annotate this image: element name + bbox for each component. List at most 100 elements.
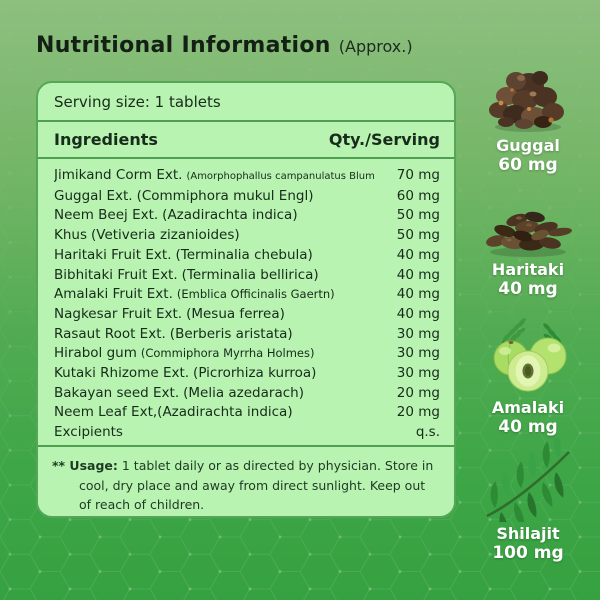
title-text: Nutritional Information [36, 33, 331, 58]
ingredient-qty-label: 40 mg [498, 279, 558, 299]
sidebar-item-guggal: Guggal 60 mg [478, 64, 578, 176]
ingredient-name: Jimikand Corm Ext. (Amorphophallus campan… [54, 166, 374, 187]
ingredient-name: Nagkesar Fruit Ext. (Mesua ferrea) [54, 305, 374, 325]
ingredient-name-text: Excipients [54, 424, 123, 441]
table-row: Bibhitaki Fruit Ext. (Terminalia belliric… [54, 266, 440, 286]
ingredient-name-text: Khus [54, 227, 87, 244]
ingredients-table: Jimikand Corm Ext. (Amorphophallus campan… [38, 159, 454, 447]
ingredient-name: Khus (Vetiveria zizanioides) [54, 226, 374, 246]
botanical-name-text: (Commiphora Myrrha Holmes) [140, 346, 315, 361]
amalaki-fruits-icon [493, 318, 567, 392]
title-approx-text: (Approx.) [338, 37, 413, 56]
botanical-name-text: (Emblica Officinalis Gaertn) [176, 287, 335, 302]
botanical-name-text: (Amorphophallus campanulatus Blume) [186, 171, 374, 182]
ingredient-name: Neem Beej Ext. (Azadirachta indica) [54, 206, 374, 226]
table-row: Neem Leaf Ext,(Azadirachta indica) 20 mg [54, 403, 440, 423]
usage-label: ** Usage: [52, 458, 118, 473]
ingredient-qty: 40 mg [396, 286, 440, 303]
ingredient-name-text: Hirabol gum [54, 345, 137, 362]
botanical-name-text: (Terminalia chebula) [175, 246, 313, 263]
botanical-name-text: (Picrorhiza kurroa) [193, 365, 317, 382]
table-row: Rasaut Root Ext. (Berberis aristata) 30 m… [54, 325, 440, 345]
botanical-name-text: (Terminalia bellirica) [181, 266, 319, 283]
sidebar-item-haritaki: Haritaki 40 mg [478, 198, 578, 300]
botanical-name-text: (Azadirachta indica) [162, 207, 298, 224]
sidebar-item-amalaki: Amalaki 40 mg [478, 316, 578, 438]
ingredient-name-text: Neem Leaf Ext, [54, 404, 158, 421]
table-row: Excipients q.s. [54, 423, 440, 443]
table-row: Bakayan seed Ext. (Melia azedarach) 20 mg [54, 384, 440, 404]
usage-note-text: ** Usage: 1 tablet daily or as directed … [52, 456, 440, 515]
ingredient-name: Hirabol gum (Commiphora Myrrha Holmes) [54, 344, 374, 364]
table-row: Khus (Vetiveria zizanioides) 50 mg [54, 226, 440, 246]
ingredient-qty-label: 40 mg [498, 417, 558, 437]
table-row: Hirabol gum (Commiphora Myrrha Holmes) 30… [54, 344, 440, 364]
ingredient-name-text: Guggal Ext. [54, 187, 133, 204]
ingredient-name-text: Nagkesar Fruit Ext. [54, 305, 183, 322]
ingredient-name: Bibhitaki Fruit Ext. (Terminalia belliric… [54, 266, 374, 286]
ingredient-qty: 30 mg [396, 345, 440, 362]
usage-body-text: 1 tablet daily or as directed by physici… [79, 458, 434, 512]
botanical-name-text: (Azadirachta indica) [157, 404, 293, 421]
ingredient-name: Kutaki Rhizome Ext. (Picrorhiza kurroa) [54, 364, 374, 384]
ingredient-name-text: Haritaki Fruit Ext. [54, 246, 172, 263]
ingredient-qty: 70 mg [396, 167, 440, 183]
ingredient-label: Guggal [496, 136, 560, 155]
column-header-ingredients: Ingredients [54, 130, 158, 149]
sidebar-item-shilajit: Shilajit 100 mg [478, 438, 578, 564]
table-row: Haritaki Fruit Ext. (Terminalia chebula) … [54, 246, 440, 266]
botanical-name-text: (Melia azedarach) [183, 384, 304, 401]
ingredient-qty: 40 mg [396, 266, 440, 283]
nutrition-panel: Serving size: 1 tablets Ingredients Qty.… [36, 81, 456, 518]
botanical-name-text: (Mesua ferrea) [186, 305, 285, 322]
column-header-qty: Qty./Serving [328, 130, 440, 149]
ingredient-qty: 50 mg [396, 227, 440, 244]
usage-note: ** Usage: 1 tablet daily or as directed … [38, 447, 454, 516]
botanical-name-text: (Berberis aristata) [169, 325, 293, 342]
serving-size-text: Serving size: 1 tablets [54, 92, 221, 111]
ingredient-name-text: Bibhitaki Fruit Ext. [54, 266, 178, 283]
ingredient-qty: q.s. [415, 424, 440, 441]
ingredient-name-text: Amalaki Fruit Ext. [54, 286, 173, 303]
ingredient-name: Neem Leaf Ext,(Azadirachta indica) [54, 403, 374, 423]
botanical-name-text: (Vetiveria zizanioides) [91, 227, 240, 244]
ingredient-qty: 40 mg [396, 246, 440, 263]
serving-size-row: Serving size: 1 tablets [38, 83, 454, 122]
haritaki-fruits-icon [486, 211, 572, 257]
ingredient-name-text: Kutaki Rhizome Ext. [54, 365, 190, 382]
table-row: Kutaki Rhizome Ext. (Picrorhiza kurroa) 3… [54, 364, 440, 384]
leaf-branch-icon [486, 438, 570, 522]
ingredient-name-text: Jimikand Corm Ext. [54, 167, 183, 183]
ingredient-name: Guggal Ext. (Commiphora mukul Engl) [54, 187, 374, 207]
ingredient-qty: 60 mg [396, 187, 440, 204]
ingredient-qty: 40 mg [396, 305, 440, 322]
ingredient-name: Haritaki Fruit Ext. (Terminalia chebula) [54, 246, 374, 266]
ingredient-qty: 30 mg [396, 325, 440, 342]
ingredient-qty-label: 100 mg [492, 543, 564, 563]
botanical-name-text: (Commiphora mukul Engl) [136, 187, 314, 204]
table-row: Jimikand Corm Ext. (Amorphophallus campan… [54, 166, 440, 187]
ingredient-name-text: Rasaut Root Ext. [54, 325, 166, 342]
ingredient-qty: 20 mg [396, 404, 440, 421]
ingredient-qty-label: 60 mg [498, 155, 558, 175]
ingredient-label: Amalaki [491, 398, 565, 417]
table-row: Neem Beej Ext. (Azadirachta indica) 50 mg [54, 206, 440, 226]
ingredient-name-text: Bakayan seed Ext. [54, 384, 180, 401]
ingredient-name: Amalaki Fruit Ext. (Emblica Officinalis G… [54, 285, 374, 305]
table-row: Amalaki Fruit Ext. (Emblica Officinalis G… [54, 285, 440, 305]
ingredient-name-text: Neem Beej Ext. [54, 207, 159, 224]
ingredient-label: Haritaki [491, 260, 565, 279]
table-row: Guggal Ext. (Commiphora mukul Engl) 60 mg [54, 187, 440, 207]
ingredient-name: Excipients [54, 423, 374, 443]
ingredient-qty: 30 mg [396, 365, 440, 382]
table-row: Nagkesar Fruit Ext. (Mesua ferrea) 40 mg [54, 305, 440, 325]
ingredient-name: Rasaut Root Ext. (Berberis aristata) [54, 325, 374, 345]
ingredient-label: Shilajit [496, 524, 560, 543]
guggal-resin-icon [489, 71, 564, 132]
table-header-row: Ingredients Qty./Serving [38, 122, 454, 159]
ingredient-qty: 50 mg [396, 207, 440, 224]
page-title: Nutritional Information (Approx.) [36, 33, 413, 58]
ingredient-qty: 20 mg [396, 384, 440, 401]
ingredient-name: Bakayan seed Ext. (Melia azedarach) [54, 384, 374, 404]
